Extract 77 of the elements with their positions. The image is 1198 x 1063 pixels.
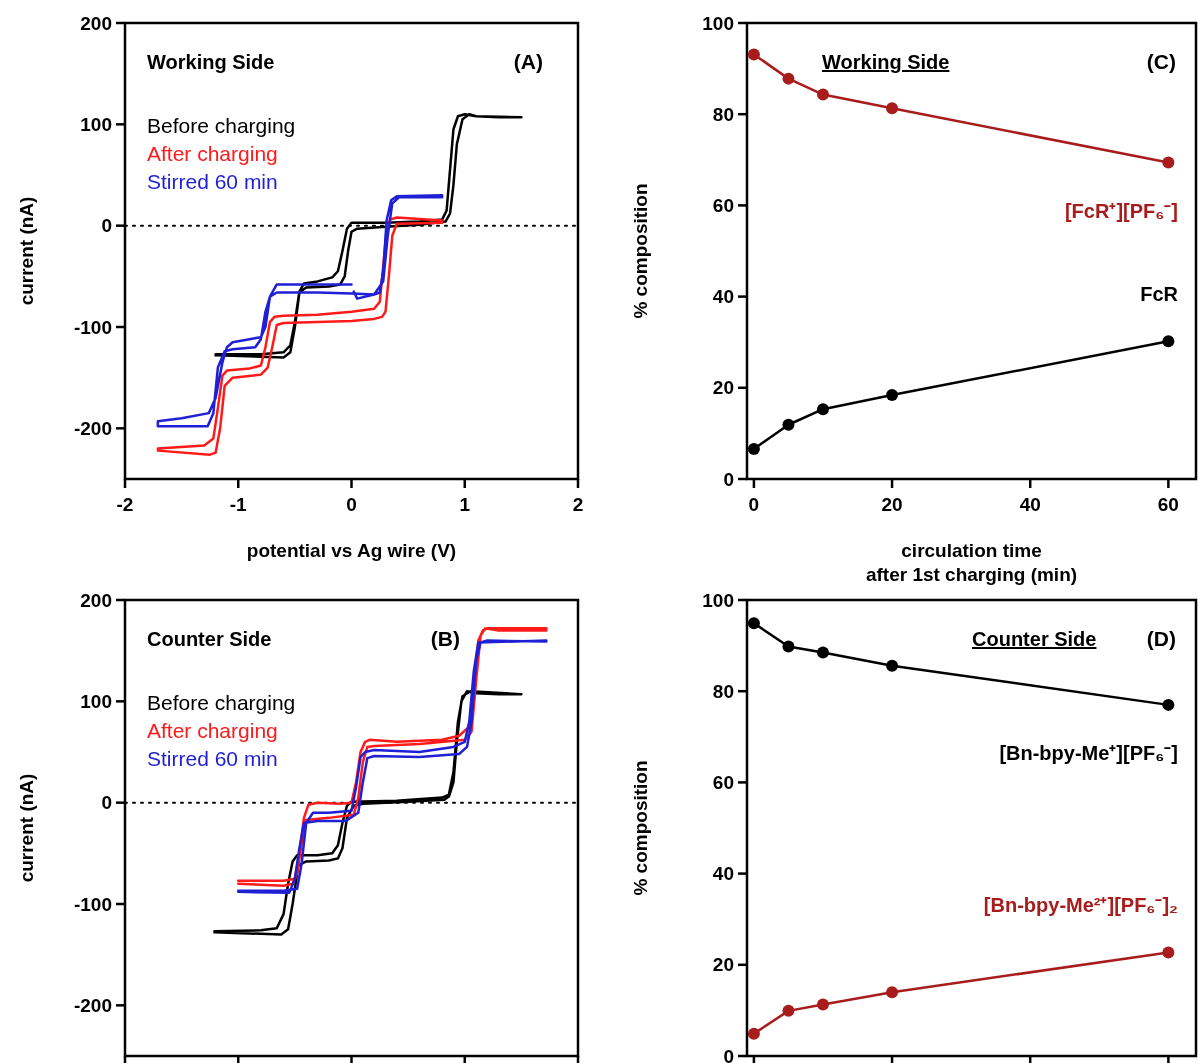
y-tick-label: 0 bbox=[101, 792, 112, 814]
y-tick-label: 80 bbox=[712, 680, 734, 702]
x-tick-label: 20 bbox=[881, 494, 903, 515]
y-tick-label: -200 bbox=[73, 994, 112, 1016]
y-tick-label: 40 bbox=[712, 286, 734, 308]
point bbox=[816, 88, 829, 101]
point bbox=[816, 998, 829, 1011]
y-tick-label: 60 bbox=[712, 772, 734, 794]
text: After charging bbox=[147, 719, 278, 742]
series-label: [FcR⁺][PF₆⁻] bbox=[1064, 199, 1178, 222]
y-tick-label: -100 bbox=[73, 316, 112, 338]
y-tick-label: 200 bbox=[80, 589, 112, 611]
x-tick-label: 0 bbox=[346, 494, 357, 515]
annotation: Counter Side bbox=[972, 628, 1097, 650]
y-tick-label: 20 bbox=[712, 954, 734, 976]
y-tick-label: 0 bbox=[723, 1045, 734, 1063]
point bbox=[1162, 335, 1175, 348]
y-tick-label: 0 bbox=[723, 468, 734, 490]
line-series bbox=[156, 216, 444, 456]
point bbox=[886, 986, 899, 999]
point bbox=[1162, 698, 1175, 711]
point bbox=[782, 1004, 795, 1017]
x-tick-label: 0 bbox=[748, 494, 760, 515]
text: Stirred 60 min bbox=[147, 170, 278, 193]
point bbox=[747, 48, 760, 61]
x-tick-label: -1 bbox=[229, 494, 248, 515]
annotation: (A) bbox=[513, 50, 543, 73]
point bbox=[747, 1027, 760, 1040]
y-axis-title: current (nA) bbox=[16, 196, 37, 306]
y-tick-label: 100 bbox=[702, 589, 734, 611]
y-tick-label: 100 bbox=[80, 690, 112, 712]
y-tick-label: -200 bbox=[73, 417, 112, 439]
annotation: (B) bbox=[430, 627, 460, 650]
y-tick-label: 60 bbox=[712, 195, 734, 217]
point bbox=[886, 102, 899, 115]
y-tick-label: 200 bbox=[80, 12, 112, 34]
series-label: [Bn-bpy-Me⁺][PF₆⁻] bbox=[999, 741, 1178, 764]
point bbox=[782, 640, 795, 653]
text: Before charging bbox=[147, 691, 296, 714]
text: After charging bbox=[147, 142, 278, 165]
y-axis-title: % composition bbox=[630, 760, 651, 896]
x-tick-label: 40 bbox=[1019, 494, 1041, 515]
point bbox=[747, 442, 760, 455]
point bbox=[816, 403, 829, 416]
annotation: (C) bbox=[1146, 50, 1176, 73]
x-tick-label: 1 bbox=[459, 494, 471, 515]
y-tick-label: 0 bbox=[101, 215, 112, 237]
annotation: Working Side bbox=[147, 51, 275, 73]
y-axis-title: % composition bbox=[630, 183, 651, 319]
series-label: FcR bbox=[1140, 283, 1179, 306]
y-tick-label: 100 bbox=[702, 12, 734, 34]
y-tick-label: 20 bbox=[712, 377, 734, 399]
point bbox=[782, 418, 795, 431]
text: Stirred 60 min bbox=[147, 747, 278, 770]
point bbox=[1162, 156, 1175, 169]
point bbox=[816, 646, 829, 659]
point bbox=[782, 72, 795, 85]
y-tick-label: 80 bbox=[712, 103, 734, 125]
x-axis-title: potential vs Ag wire (V) bbox=[246, 540, 457, 561]
y-tick-label: 40 bbox=[712, 863, 734, 885]
x-tick-label: 60 bbox=[1157, 494, 1179, 515]
y-axis-title: current (nA) bbox=[16, 773, 37, 883]
y-tick-label: -100 bbox=[73, 893, 112, 915]
text: Before charging bbox=[147, 114, 296, 137]
point bbox=[886, 389, 899, 402]
point bbox=[886, 659, 899, 672]
annotation: Counter Side bbox=[147, 628, 272, 650]
x-tick-label: -2 bbox=[116, 494, 134, 515]
line-series bbox=[156, 194, 444, 428]
point bbox=[1162, 946, 1175, 959]
x-axis-title: circulation time after 1st charging (min) bbox=[865, 540, 1078, 585]
x-tick-label: 2 bbox=[572, 494, 584, 515]
y-tick-label: 100 bbox=[80, 113, 112, 135]
annotation: Working Side bbox=[822, 51, 950, 73]
point bbox=[747, 617, 760, 630]
annotation: (D) bbox=[1146, 627, 1176, 650]
series-label: [Bn-bpy-Me²⁺][PF₆⁻]₂ bbox=[983, 894, 1178, 917]
